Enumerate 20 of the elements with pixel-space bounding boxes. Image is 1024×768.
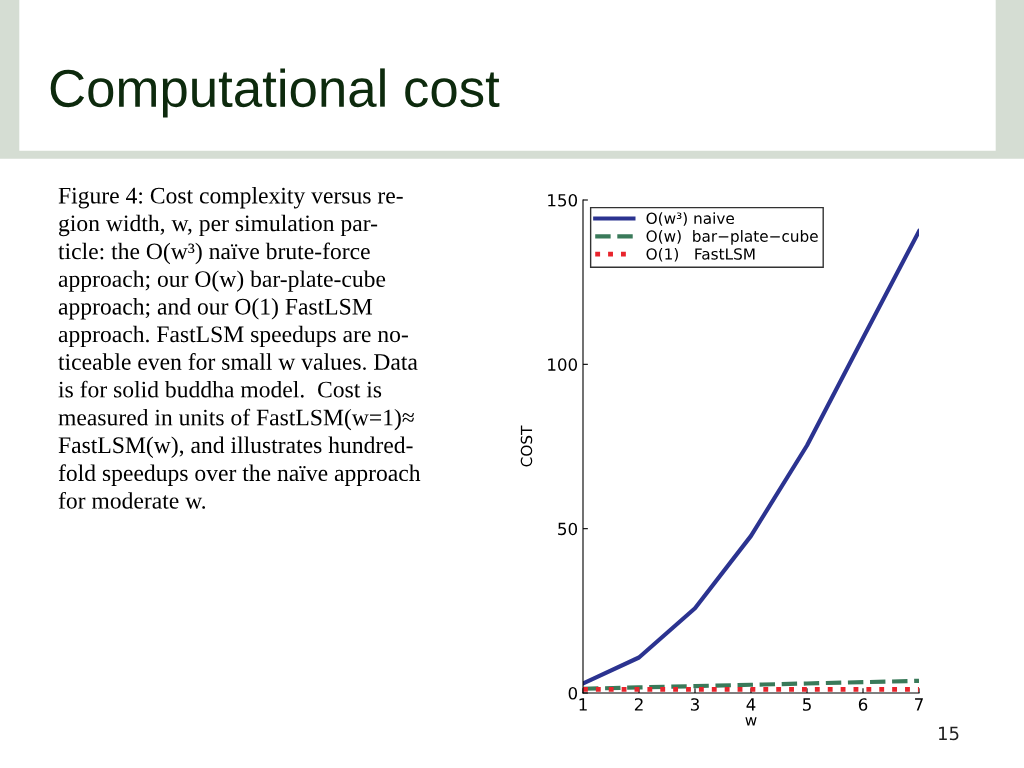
x-tick-label: 1 [579, 698, 587, 711]
legend-label: O(w) bar−plate−cube [646, 230, 818, 245]
x-tick-label: 7 [915, 698, 923, 711]
legend-label: O(1) FastLSM [646, 247, 755, 262]
x-tick-label: 2 [634, 698, 643, 711]
y-tick-label: 150 [548, 193, 578, 207]
text: Figure 4: Cost complexity versus re- gion width, w, per simulation par- ticle: the O(w³) naïve brute-force approach; our O(w) bar-plate-cube approach; and our O(1) FastLSM approach. FastLSM speedups are no- ticeable even for small w values. Data is for solid buddha model. Cost is measured in units of FastLSM(w=1)≈ FastLSM(w), and illustrates hundred- fold speedups over the naïve approach for moderate w. [58, 187, 421, 509]
legend-label: O(w³) naive [646, 212, 734, 226]
y-axis-title: COST [520, 425, 533, 467]
line-series [583, 229, 919, 686]
x-tick-label: 6 [858, 698, 868, 711]
chart-title: Computational cost [50, 68, 500, 118]
y-tick-label: 50 [558, 522, 578, 536]
x-tick-label: 4 [746, 698, 756, 711]
x-tick-label: 3 [690, 698, 699, 711]
text: 15 [939, 726, 959, 741]
y-tick-label: 0 [568, 686, 578, 700]
x-axis-title: w [745, 717, 757, 726]
x-tick-label: 5 [802, 698, 811, 711]
y-tick-label: 100 [548, 358, 578, 371]
